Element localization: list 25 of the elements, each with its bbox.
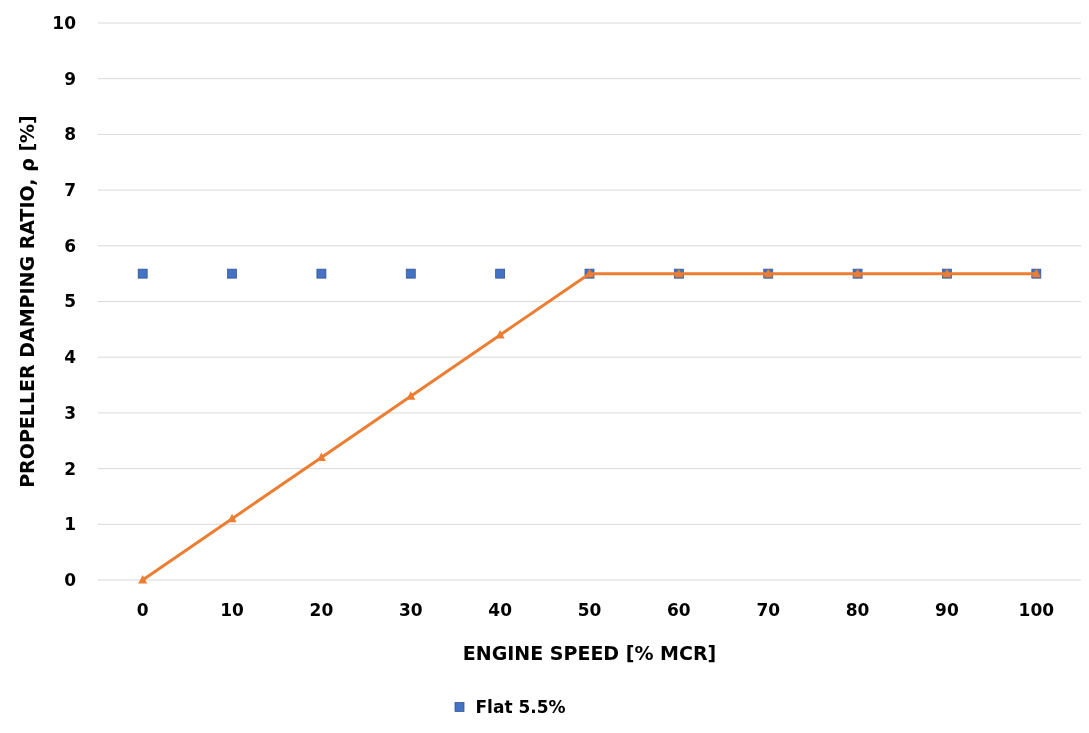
y-tick-label: 10 xyxy=(52,12,77,33)
x-tick-label: 60 xyxy=(667,600,691,620)
x-tick-label: 40 xyxy=(488,600,513,620)
x-tick-label: 10 xyxy=(220,600,245,620)
x-axis-title: ENGINE SPEED [% MCR] xyxy=(462,642,717,664)
y-axis-title: PROPELLER DAMPING RATIO, ρ [%] xyxy=(16,115,38,488)
y-tick-label: 1 xyxy=(64,514,76,535)
legend-label: Flat 5.5% xyxy=(475,696,566,717)
x-tick-label: 100 xyxy=(1018,600,1055,620)
x-tick-label: 70 xyxy=(756,600,781,620)
x-tick-label: 0 xyxy=(136,600,149,620)
x-tick-label: 90 xyxy=(935,600,959,620)
y-tick-label: 4 xyxy=(64,347,77,368)
y-tick-label: 2 xyxy=(64,458,76,479)
y-tick-label: 9 xyxy=(64,68,76,89)
x-tick-label: 30 xyxy=(398,600,423,620)
y-tick-label: 6 xyxy=(64,235,76,256)
y-tick-label: 7 xyxy=(64,180,76,201)
y-tick-label: 3 xyxy=(64,402,76,423)
y-tick-label: 0 xyxy=(64,569,77,590)
y-tick-label: 5 xyxy=(64,291,76,312)
x-tick-label: 20 xyxy=(309,600,334,620)
x-tick-label: 80 xyxy=(845,600,870,620)
x-tick-label: 50 xyxy=(577,600,602,620)
y-tick-label: 8 xyxy=(64,124,76,145)
